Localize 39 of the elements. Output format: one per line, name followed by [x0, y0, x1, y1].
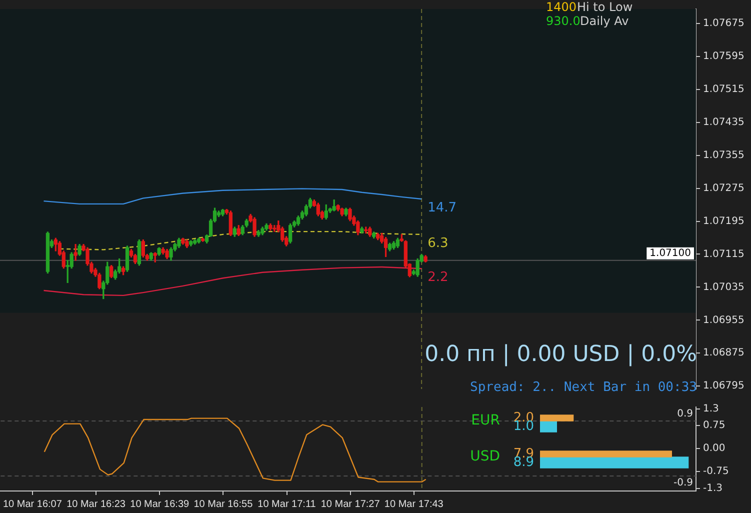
x-tick-label: 10 Mar 16:55 [194, 498, 254, 510]
annotation: Daily Av [580, 14, 629, 28]
x-tick-label: 10 Mar 16:39 [130, 498, 190, 510]
y-tick-label: 0.00 [703, 443, 726, 454]
y-tick-label: 1.07035 [703, 282, 744, 293]
y-tick-label: 1.07195 [703, 216, 744, 227]
series-label: 14.7 [428, 200, 457, 216]
y-tick-label: -1.3 [703, 482, 723, 494]
y-tick-label: 1.07435 [703, 116, 744, 128]
y-tick-label: 1.07355 [703, 150, 744, 161]
y-tick-label: EUR [471, 412, 500, 429]
y-tick-label: 1.07675 [703, 18, 744, 30]
series-label: 2.2 [428, 270, 448, 286]
data-label: 8.9 [513, 454, 534, 470]
y-tick-label: 0.75 [703, 420, 726, 432]
y-tick-label: 1.07515 [703, 84, 744, 95]
x-tick-label: 10 Mar 17:43 [384, 498, 444, 510]
y-tick-label: 1.06875 [703, 348, 744, 359]
y-tick-label: 1.07275 [703, 182, 744, 194]
x-tick-label: 10 Mar 16:23 [66, 498, 126, 510]
y-tick-label: 1.06795 [703, 380, 744, 392]
y-tick-label: 1.3 [703, 403, 719, 414]
annotation: 0.0 пп | 0.00 USD | 0.0% [424, 342, 697, 367]
ref-line-label: 0.9 [677, 408, 693, 420]
x-tick-label: 10 Mar 17:11 [258, 498, 316, 510]
annotation: Spread: 2.. Next Bar in 00:33 [470, 380, 697, 395]
series-label: 6.3 [428, 236, 448, 251]
annotation: 930.0 [546, 14, 580, 28]
ref-line-label: 1.07100 [650, 248, 692, 260]
annotation: Hi to Low [577, 0, 633, 14]
y-tick-label: -0.75 [703, 466, 729, 478]
annotation: 1400 [546, 0, 577, 14]
y-tick-label: 1.07595 [703, 50, 744, 62]
x-tick-label: 10 Mar 17:27 [320, 498, 380, 510]
y-tick-label: 1.07115 [703, 248, 744, 260]
y-tick-label: 1.06955 [703, 314, 744, 326]
y-tick-label: USD [470, 448, 500, 465]
ref-line-label: -0.9 [673, 478, 693, 489]
x-tick-label: 10 Mar 16:07 [2, 498, 62, 510]
